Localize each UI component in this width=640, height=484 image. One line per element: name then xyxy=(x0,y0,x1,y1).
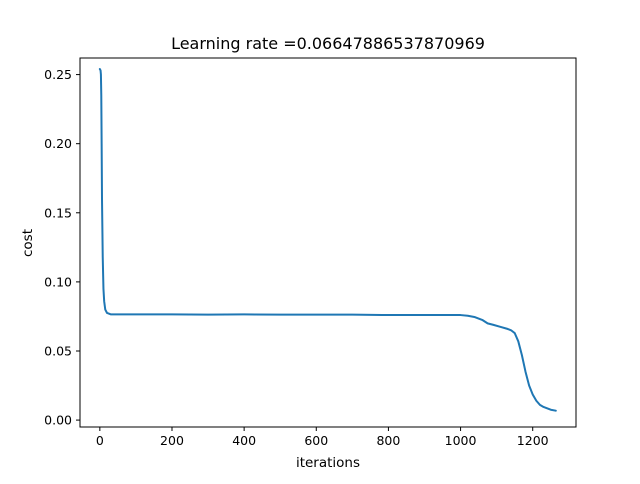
plot-area xyxy=(98,68,557,412)
y-tick-label: 0.00 xyxy=(44,413,72,428)
x-tick-label: 200 xyxy=(160,433,184,448)
x-tick-label: 800 xyxy=(376,433,400,448)
x-tick-label: 600 xyxy=(304,433,328,448)
x-tick-label: 0 xyxy=(96,433,104,448)
x-tick-label: 1000 xyxy=(445,433,477,448)
y-tick-label: 0.10 xyxy=(44,274,72,289)
x-axis-ticks: 0 200 400 600 800 1000 1200 xyxy=(96,427,549,448)
y-axis-label: cost xyxy=(20,229,36,257)
plot-frame xyxy=(79,57,577,428)
chart-title: Learning rate =0.06647886537870969 xyxy=(171,34,485,53)
x-tick-label: 1200 xyxy=(517,433,549,448)
x-tick-label: 400 xyxy=(232,433,256,448)
y-axis-ticks: 0.00 0.05 0.10 0.15 0.20 0.25 xyxy=(44,67,80,428)
y-tick-label: 0.05 xyxy=(44,343,72,358)
y-tick-label: 0.25 xyxy=(44,67,72,82)
y-tick-label: 0.15 xyxy=(44,205,72,220)
series-line-0 xyxy=(98,68,557,412)
x-axis-label: iterations xyxy=(296,455,360,471)
y-tick-label: 0.20 xyxy=(44,136,72,151)
